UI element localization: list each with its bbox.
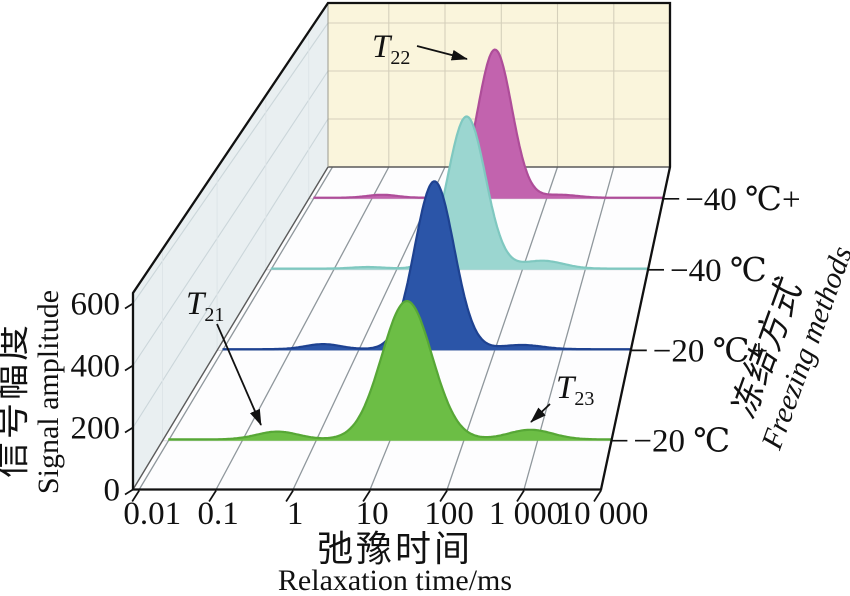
x-tick-label: 0.1 [197,496,238,532]
x-tick [362,490,371,502]
annotation-arrow [216,323,262,426]
annotation-arrow [530,403,551,423]
x-tick [593,490,602,502]
y-gridline-wall [132,22,329,304]
curve-series-0 [168,300,612,441]
z-tick-label: −40 ℃+ [685,182,800,218]
ticks [124,197,680,502]
curve-line-1 [222,180,631,351]
curve-fill-3 [313,49,664,199]
x-axis-title-en: Relaxation time/ms [278,564,512,596]
curve-fill-2 [270,116,648,270]
y-tick [124,364,134,372]
curve-line-0 [168,300,612,441]
x-tick-label: 1 [287,496,304,532]
y-tick [124,488,134,496]
grid-z-wall [162,31,310,441]
x-tick [285,490,294,502]
annotation-subscript: 23 [574,388,594,410]
x-tick [439,490,448,502]
x-tick-label: 10 000 [558,496,649,532]
y-tick [124,426,134,434]
x-gridline-floor [215,166,390,490]
curve-series-1 [222,180,631,351]
z-tick-label: −40 ℃ [670,253,767,289]
curve-fill-0 [168,301,612,441]
x-tick-label: 1 000 [489,496,563,532]
left-wall [133,3,328,490]
x-tick-label: 0.01 [123,496,181,532]
y-axis-title-zh: 信号幅度 [0,322,32,478]
x-gridline-floor [138,166,334,490]
curve-fill-1 [222,181,631,351]
x-tick [208,490,217,502]
annotation-subscript: 22 [390,47,410,69]
curve-line-3 [313,48,664,199]
z-tick-label: −20 ℃+ [653,333,768,369]
y-axis-title-en: Signal amplitude [32,290,65,494]
y-tick-label: 400 [71,349,121,385]
annotation-arrow [416,45,468,61]
curve-line-2 [270,115,648,270]
grid-y-left-wall [132,22,329,428]
x-tick-label: 100 [424,496,474,532]
y-tick [124,302,134,310]
x-axis-title-zh: 弛豫时间 [317,529,473,569]
y-gridline-wall [132,118,329,428]
x-tick-label: 10 [356,496,389,532]
curve-series-3 [313,48,664,199]
axes-box-edges [131,1,672,491]
z-tick-label: −20 ℃ [633,424,730,460]
y-gridline-wall [132,70,329,366]
y-tick-label: 200 [71,411,121,447]
annotation-subscript: 21 [204,304,224,326]
y-tick-label: 600 [71,287,121,323]
x-tick [131,490,140,502]
curve-series-2 [270,115,648,270]
x-tick [516,490,525,502]
y-tick-label: 0 [104,473,121,509]
